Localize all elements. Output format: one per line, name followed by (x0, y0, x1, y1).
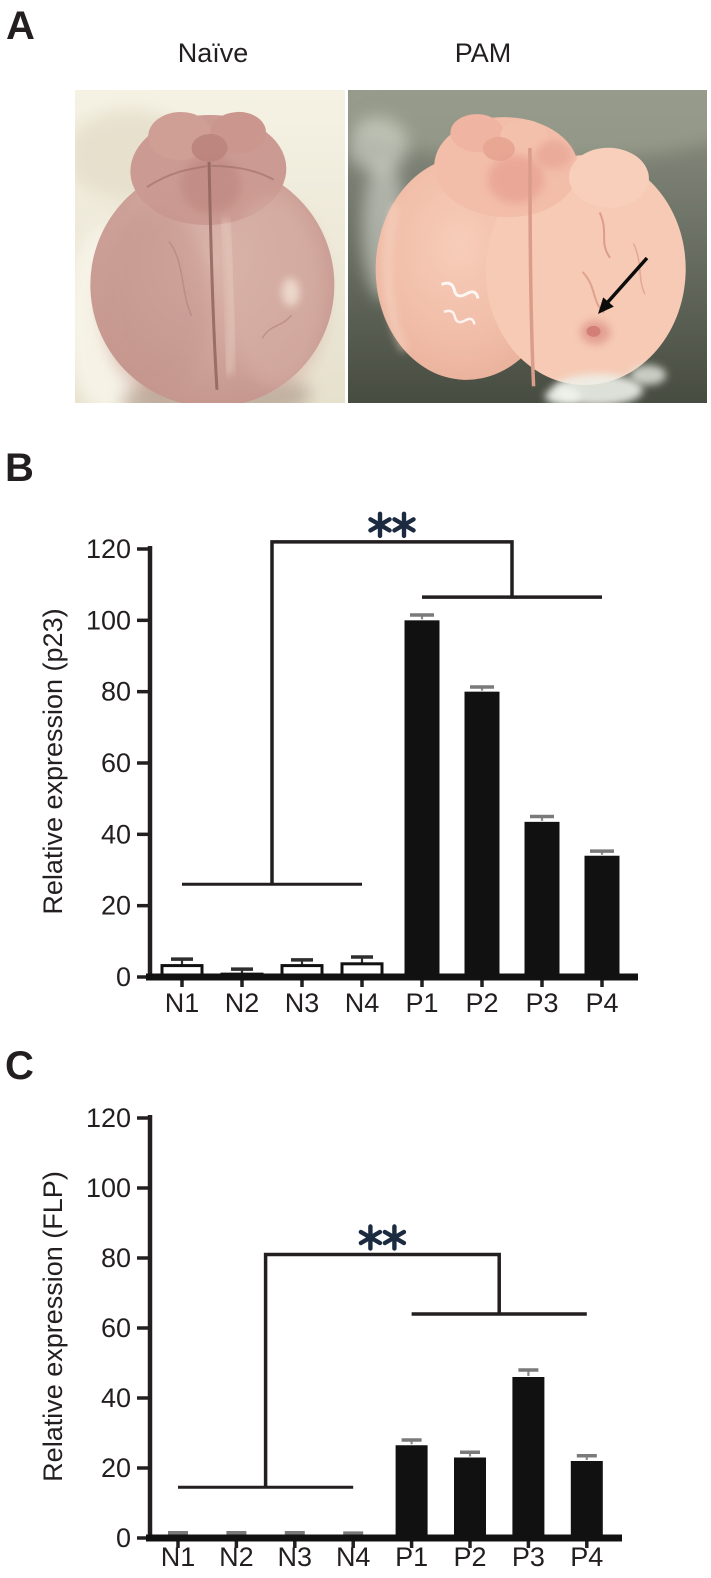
svg-text:P4: P4 (585, 988, 618, 1018)
svg-text:40: 40 (101, 1383, 131, 1413)
svg-text:0: 0 (116, 962, 131, 992)
svg-text:P3: P3 (525, 988, 558, 1018)
svg-text:N3: N3 (278, 1542, 313, 1572)
svg-text:P2: P2 (465, 988, 498, 1018)
svg-text:Relative expression (p23): Relative expression (p23) (38, 608, 68, 914)
photo-title-pam: PAM (454, 38, 512, 68)
svg-text:N1: N1 (161, 1542, 196, 1572)
svg-text:P1: P1 (395, 1542, 428, 1572)
svg-text:N2: N2 (225, 988, 260, 1018)
bar-chart-p23: 0 20 40 60 80 100 120 Relative expression (p23)… (38, 511, 638, 1018)
svg-text:P2: P2 (453, 1542, 486, 1572)
svg-text:20: 20 (101, 1453, 131, 1483)
panel-b-label: B (5, 446, 34, 490)
svg-text:60: 60 (101, 748, 131, 778)
svg-text:N4: N4 (336, 1542, 371, 1572)
svg-text:80: 80 (101, 1243, 131, 1273)
pam-brain-illustration (348, 90, 707, 403)
naive-brain (90, 111, 335, 403)
svg-text:80: 80 (101, 677, 131, 707)
svg-text:N3: N3 (285, 988, 320, 1018)
panel-a-label: A (6, 4, 35, 48)
panel-c-label: C (5, 1044, 34, 1088)
naive-brain-illustration (75, 90, 345, 403)
svg-text:P3: P3 (512, 1542, 545, 1572)
svg-text:N2: N2 (219, 1542, 254, 1572)
svg-text:N4: N4 (345, 988, 380, 1018)
pam-brain (375, 114, 686, 387)
svg-text:60: 60 (101, 1313, 131, 1343)
svg-text:120: 120 (86, 534, 131, 564)
svg-text:40: 40 (101, 819, 131, 849)
svg-text:0: 0 (116, 1523, 131, 1553)
white-marking (441, 281, 480, 299)
svg-text:120: 120 (86, 1103, 131, 1133)
svg-text:20: 20 (101, 891, 131, 921)
bar-chart-flp: 0 20 40 60 80 100 120 Relative expression (FLP)… (38, 1103, 622, 1572)
lesion-arrow (598, 256, 649, 314)
svg-text:Relative expression (FLP): Relative expression (FLP) (38, 1171, 68, 1482)
photo-title-naive: Naïve (177, 38, 249, 68)
pam-brain-photo (348, 90, 707, 403)
svg-text:100: 100 (86, 605, 131, 635)
svg-text:N1: N1 (165, 988, 200, 1018)
svg-text:100: 100 (86, 1173, 131, 1203)
naive-brain-photo (75, 90, 345, 403)
svg-text:P4: P4 (570, 1542, 603, 1572)
svg-text:P1: P1 (405, 988, 438, 1018)
